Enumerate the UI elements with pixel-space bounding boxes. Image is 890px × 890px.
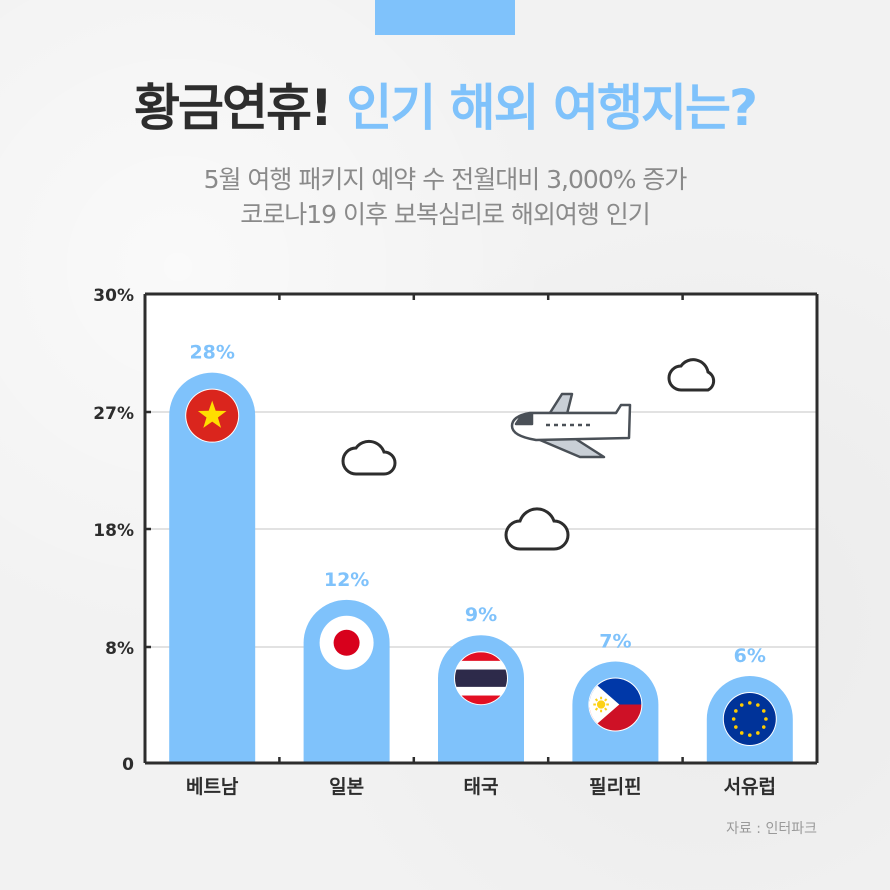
cloud-icon — [667, 358, 716, 392]
japan-flag-icon — [319, 615, 374, 670]
title-blue-part: 인기 해외 여행지는? — [346, 79, 758, 137]
decoration-layer — [341, 358, 716, 551]
x-tick-label: 일본 — [329, 776, 364, 798]
bar-1 — [169, 372, 256, 763]
data-label: 6% — [734, 645, 766, 667]
top-tab-decoration — [375, 0, 515, 35]
y-tick-label: 0 — [122, 755, 134, 775]
y-tick-label: 27% — [93, 404, 134, 424]
axis-layer: 0 8% 18% 27% 30% 베트남 일본 태국 필리핀 서유럽 — [93, 286, 819, 798]
airplane-icon — [510, 392, 632, 459]
x-tick-label: 서유럽 — [724, 776, 776, 798]
data-label: 7% — [599, 631, 631, 653]
y-tick-label: 8% — [105, 639, 134, 659]
y-tick-label: 30% — [93, 286, 134, 306]
title-dark-part: 황금연휴! — [133, 79, 333, 137]
subtitle-line-1: 5월 여행 패키지 예약 수 전월대비 3,000% 증가 — [203, 165, 688, 194]
thailand-flag-icon — [454, 651, 508, 706]
source-note: 자료 : 인터파크 — [726, 821, 817, 837]
subtitle-line-2: 코로나19 이후 보복심리로 해외여행 인기 — [240, 200, 651, 229]
philippines-flag-icon — [588, 677, 643, 732]
y-tick-label: 18% — [93, 521, 134, 541]
cloud-icon — [341, 439, 397, 476]
x-tick-label: 베트남 — [186, 776, 239, 798]
bars-layer: 28% 12% 9% 7% 6% — [169, 342, 793, 763]
cloud-icon — [504, 507, 570, 551]
data-label: 28% — [189, 342, 234, 364]
vietnam-flag-icon — [185, 388, 240, 443]
eu-flag-icon — [722, 692, 777, 746]
x-tick-label: 태국 — [464, 776, 499, 798]
x-tick-label: 필리핀 — [589, 776, 641, 798]
data-label: 12% — [324, 569, 369, 591]
data-label: 9% — [465, 604, 497, 626]
page-title: 황금연휴! 인기 해외 여행지는? — [0, 68, 890, 140]
